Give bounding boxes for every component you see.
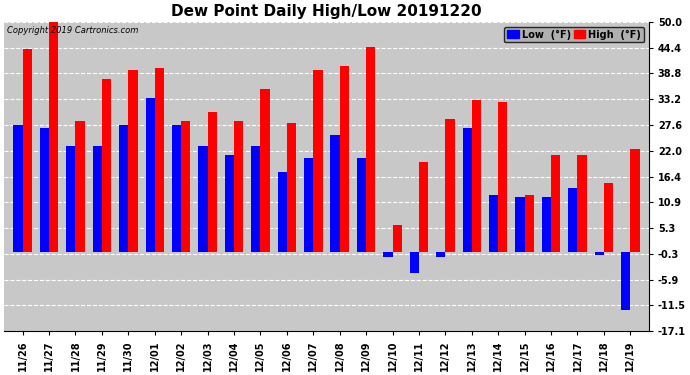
Bar [277, 172, 287, 252]
Bar [366, 47, 375, 252]
Bar [172, 126, 181, 252]
Text: Copyright 2019 Cartronics.com: Copyright 2019 Cartronics.com [8, 26, 139, 35]
Bar [445, 118, 455, 252]
Bar [393, 225, 402, 252]
Bar [287, 123, 296, 252]
Bar [23, 50, 32, 252]
Bar [498, 102, 507, 252]
Bar [357, 158, 366, 252]
Legend: Low  (°F), High  (°F): Low (°F), High (°F) [504, 27, 644, 42]
Bar [146, 98, 155, 252]
Bar [181, 121, 190, 252]
Bar [419, 162, 428, 252]
Bar [225, 156, 234, 252]
Bar [551, 156, 560, 252]
Bar [102, 80, 111, 252]
Bar [251, 146, 260, 252]
Bar [155, 68, 164, 252]
Bar [331, 135, 339, 252]
Bar [383, 252, 393, 257]
Bar [542, 197, 551, 252]
Bar [66, 146, 75, 252]
Bar [304, 158, 313, 252]
Bar [49, 22, 59, 252]
Bar [621, 252, 630, 310]
Bar [75, 121, 85, 252]
Bar [515, 197, 524, 252]
Bar [13, 126, 23, 252]
Bar [462, 128, 472, 252]
Bar [208, 112, 217, 252]
Bar [260, 88, 270, 252]
Bar [119, 126, 128, 252]
Bar [92, 146, 102, 252]
Bar [40, 128, 49, 252]
Bar [630, 148, 640, 252]
Bar [489, 195, 498, 252]
Bar [234, 121, 244, 252]
Bar [436, 252, 445, 257]
Bar [569, 188, 578, 252]
Bar [313, 70, 322, 252]
Title: Dew Point Daily High/Low 20191220: Dew Point Daily High/Low 20191220 [171, 4, 482, 19]
Bar [198, 146, 208, 252]
Bar [595, 252, 604, 255]
Bar [339, 66, 349, 252]
Bar [604, 183, 613, 252]
Bar [128, 70, 137, 252]
Bar [578, 156, 586, 252]
Bar [410, 252, 419, 273]
Bar [472, 100, 481, 252]
Bar [524, 195, 534, 252]
